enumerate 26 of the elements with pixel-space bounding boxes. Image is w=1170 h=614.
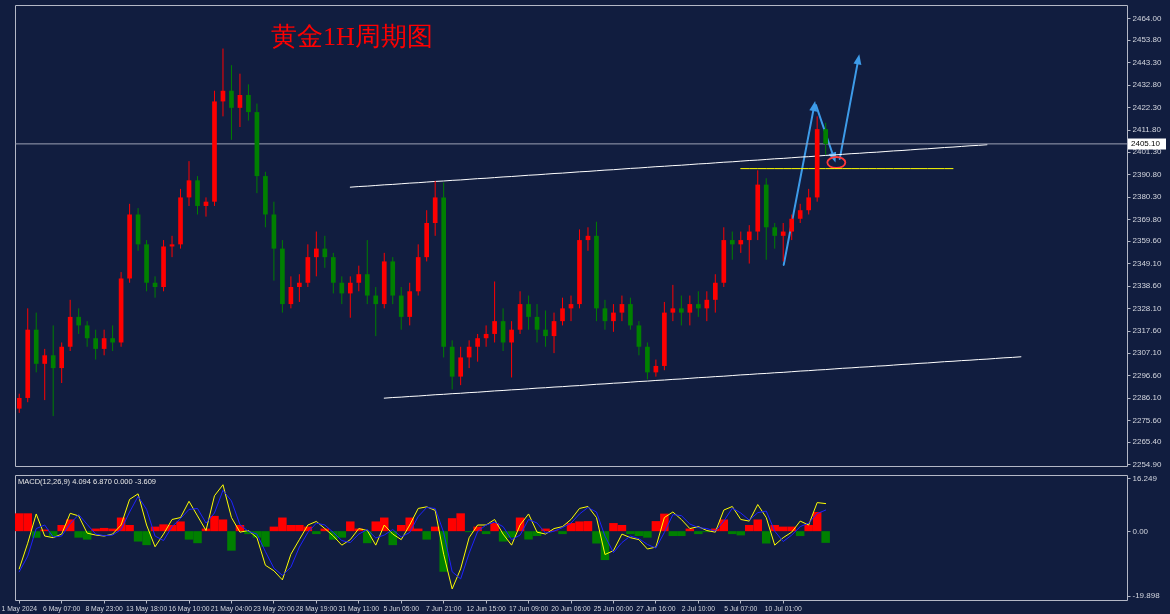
y-tick-label: 2443.30 xyxy=(1132,57,1162,67)
y-tick-label: 2432.80 xyxy=(1132,80,1162,90)
y-tick-label: 16.249 xyxy=(1132,473,1158,483)
y-tick-label: 2390.80 xyxy=(1132,169,1162,179)
text: 黄金1H周期图 xyxy=(271,22,433,51)
y-tick-label: 2265.40 xyxy=(1132,437,1162,447)
y-tick-label: 2401.30 xyxy=(1132,147,1162,157)
y-tick-label: 2338.60 xyxy=(1132,281,1162,291)
y-tick-label: 2307.10 xyxy=(1132,348,1162,358)
y-tick-label: 2411.80 xyxy=(1132,125,1162,135)
y-tick-label: 2317.60 xyxy=(1132,326,1162,336)
y-tick-label: 2422.30 xyxy=(1132,102,1162,112)
y-tick-label: 2286.10 xyxy=(1132,393,1162,403)
y-tick-label: 2275.60 xyxy=(1132,415,1162,425)
y-tick-label: -19.898 xyxy=(1132,591,1161,601)
y-tick-label: 2369.80 xyxy=(1132,214,1162,224)
y-tick-label: 2453.80 xyxy=(1132,35,1162,45)
y-tick-label: 2359.60 xyxy=(1132,236,1162,246)
y-tick-label: 2464.00 xyxy=(1132,13,1162,23)
y-tick-label: 2349.10 xyxy=(1132,258,1162,268)
y-tick-label: 2254.90 xyxy=(1132,459,1162,469)
y-tick-label: 0.00 xyxy=(1132,526,1149,536)
ref-line-label: 2405.10 xyxy=(1131,138,1161,148)
y-tick-label: 2296.60 xyxy=(1132,370,1162,380)
y-tick-label: 2328.10 xyxy=(1132,303,1162,313)
y-tick-label: 2380.30 xyxy=(1132,192,1162,202)
